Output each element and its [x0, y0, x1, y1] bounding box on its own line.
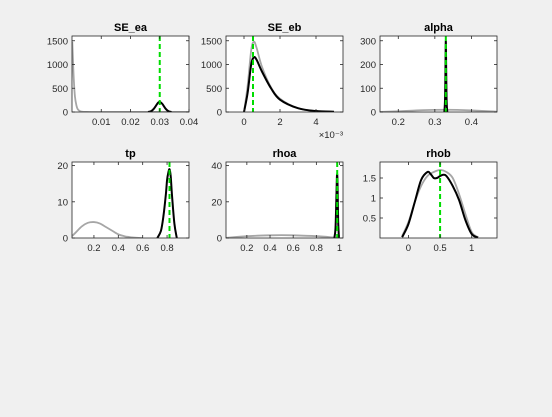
prior-density-line	[72, 221, 143, 238]
subplot-title: alpha	[424, 22, 454, 34]
x-tick-label: 0.2	[392, 117, 405, 128]
subplot-title: SE_ea	[114, 22, 148, 34]
subplot-alpha: 0.2 0.3 0.4 0 100 200 300 alpha	[360, 22, 498, 128]
axes-frame	[379, 161, 498, 239]
axes-background	[380, 36, 497, 112]
subplot-title: rhoa	[273, 148, 298, 160]
y-tick-label: 1000	[201, 60, 222, 71]
x-tick-label: 0.4	[465, 117, 478, 128]
y-tick-label: 500	[52, 84, 68, 95]
y-tick-label: 1000	[47, 60, 68, 71]
x-tick-label: 0.03	[151, 117, 170, 128]
x-tick-label: 0.8	[160, 243, 173, 254]
y-tick-label: 500	[206, 84, 222, 95]
y-tick-label: 0	[63, 234, 68, 245]
y-tick-label: 20	[57, 161, 68, 172]
x-tick-label: 0.5	[433, 243, 446, 254]
x-tick-label: 0.4	[112, 243, 125, 254]
plot-area	[380, 36, 497, 112]
y-tick-label: 300	[360, 36, 376, 47]
axes-frame	[225, 161, 344, 239]
y-tick-label: 1	[371, 194, 376, 205]
plot-area	[72, 36, 189, 112]
x-tick-label: 0.8	[310, 243, 323, 254]
y-tick-label: 0.5	[363, 214, 376, 225]
x-tick-label: 1	[469, 243, 474, 254]
subplot-title: rhob	[426, 148, 451, 160]
y-tick-label: 1500	[47, 36, 68, 47]
subplot-se-eb: 0 2 4 0 500 1000 1500 ×10⁻³ SE_eb	[201, 22, 344, 141]
y-tick-label: 10	[57, 197, 68, 208]
plot-area	[243, 36, 335, 112]
subplot-title: SE_eb	[268, 22, 302, 34]
axes-background	[226, 162, 343, 238]
x-tick-label: 0.01	[92, 117, 111, 128]
x-tick-label: 0.04	[180, 117, 199, 128]
y-tick-label: 200	[360, 60, 376, 71]
x-tick-label: 0.2	[240, 243, 253, 254]
x-tick-label: 2	[277, 117, 282, 128]
plot-area	[226, 162, 340, 238]
subplot-rhoa: 0.2 0.4 0.6 0.8 1 0 20 40 rhoa	[211, 148, 344, 254]
subplot-rhob: 0 0.5 1 0.5 1 1.5 rhob	[363, 148, 498, 254]
posterior-density-line	[401, 170, 479, 238]
axes-background	[380, 162, 497, 238]
axes-background	[72, 36, 189, 112]
y-tick-label: 0	[217, 234, 222, 245]
y-tick-label: 40	[211, 161, 222, 172]
axes-frame	[225, 35, 344, 113]
x-tick-label: 0.3	[428, 117, 441, 128]
x-tick-label: 0.6	[287, 243, 300, 254]
subplot-title: tp	[125, 148, 136, 160]
x-tick-label: 1	[337, 243, 342, 254]
y-tick-label: 0	[63, 108, 68, 119]
plot-area	[401, 162, 479, 238]
x-tick-label: 0	[406, 243, 411, 254]
y-tick-label: 100	[360, 84, 376, 95]
subplot-tp: 0.2 0.4 0.6 0.8 0 10 20 tp	[57, 148, 190, 254]
y-tick-label: 0	[371, 108, 376, 119]
x-tick-label: 0.02	[121, 117, 140, 128]
prior-density-line	[72, 41, 189, 112]
subplot-se-ea: 0.01 0.02 0.03 0.04 0 500 1000 1500 SE_ea	[47, 22, 198, 128]
axes-frame	[71, 161, 190, 239]
x-tick-label: 0.4	[263, 243, 276, 254]
x-tick-label: 0.2	[87, 243, 100, 254]
posterior-density-line	[243, 56, 335, 112]
x-tick-label: 0	[241, 117, 246, 128]
y-tick-label: 1500	[201, 36, 222, 47]
y-tick-label: 1.5	[363, 174, 376, 185]
y-tick-label: 20	[211, 197, 222, 208]
x-axis-exponent: ×10⁻³	[319, 130, 343, 141]
y-tick-label: 0	[217, 108, 222, 119]
x-tick-label: 0.6	[136, 243, 149, 254]
plot-area	[72, 162, 178, 238]
posterior-density-line	[156, 168, 178, 238]
axes-background	[226, 36, 343, 112]
axes-frame	[379, 35, 498, 113]
prior-density-line	[226, 234, 340, 238]
x-tick-label: 4	[313, 117, 318, 128]
